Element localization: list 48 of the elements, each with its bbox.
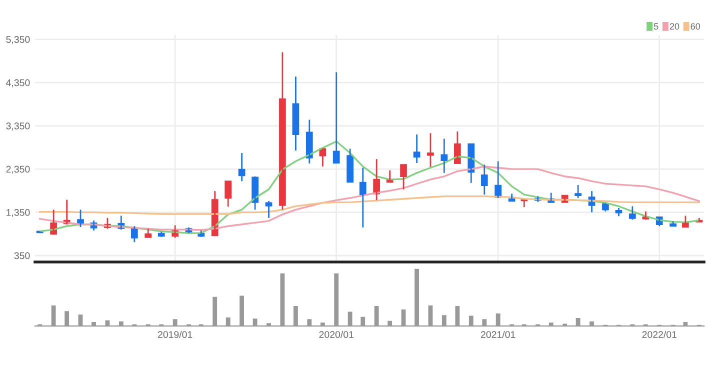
bar — [414, 268, 419, 326]
candlestick — [427, 132, 434, 168]
bar — [360, 316, 366, 326]
bar — [348, 312, 352, 326]
legend-label: 60 — [690, 23, 700, 30]
bar — [212, 296, 218, 326]
bar — [548, 322, 554, 326]
bar — [374, 306, 379, 326]
y-tick-label: 350 — [14, 252, 30, 260]
bar — [468, 316, 474, 326]
y-tick-label: 2,350 — [6, 166, 30, 174]
bar — [442, 315, 446, 326]
candlestick — [574, 184, 582, 199]
bar — [266, 323, 271, 326]
bar — [455, 306, 460, 326]
x-tick-label: 2021/01 — [481, 330, 516, 338]
x-tick-label: 2019/01 — [158, 330, 192, 338]
bar — [51, 305, 56, 326]
legend-label: 5 — [654, 23, 658, 30]
x-tick-label: 2022/01 — [642, 330, 676, 338]
bar — [307, 319, 312, 326]
bar — [482, 319, 487, 326]
y-tick-label: 3,350 — [6, 122, 30, 131]
bar — [428, 305, 433, 326]
bar — [64, 311, 70, 326]
candlestick — [400, 164, 407, 190]
x-tick-label: 2020/01 — [319, 330, 354, 338]
bar — [293, 306, 298, 326]
bar — [252, 318, 258, 326]
y-tick-label: 4,350 — [6, 79, 30, 88]
bar — [240, 296, 244, 326]
bar — [118, 321, 124, 326]
bar — [576, 318, 580, 326]
bar — [280, 273, 285, 326]
bar — [172, 319, 178, 326]
bar — [388, 320, 392, 326]
bar — [78, 314, 83, 326]
legend-label: 20 — [670, 23, 680, 30]
bar — [401, 309, 406, 326]
bar — [683, 322, 688, 326]
y-tick-label: 1,350 — [6, 209, 30, 218]
bar — [334, 273, 339, 326]
bar — [92, 322, 96, 326]
y-tick-label: 5,350 — [6, 36, 30, 44]
bar — [496, 313, 500, 326]
bar — [226, 317, 230, 326]
bar — [590, 321, 594, 326]
bar — [320, 322, 325, 326]
